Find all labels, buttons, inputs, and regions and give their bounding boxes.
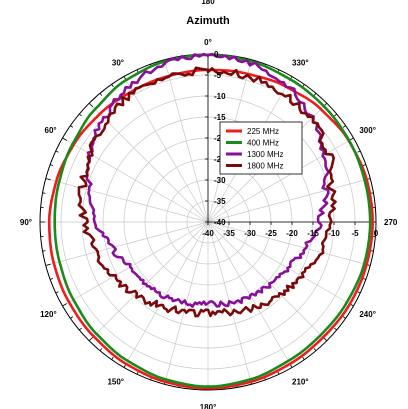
outer-tick	[99, 348, 103, 351]
series-group	[47, 52, 374, 390]
angle-label: 210°	[292, 377, 309, 386]
grid-spoke	[45, 178, 209, 223]
polar-grid	[39, 53, 377, 391]
legend: 225 MHz 400 MHz 1300 MHz 1800 MHz	[219, 121, 303, 175]
outer-tick	[62, 137, 68, 141]
radial-tick-label: -10	[328, 229, 340, 238]
legend-label: 400 MHz	[247, 139, 279, 148]
outer-tick	[302, 356, 305, 360]
outer-tick	[45, 178, 51, 181]
radial-tick-label: -30	[244, 229, 256, 238]
outer-tick	[45, 263, 51, 266]
legend-label: 1300 MHz	[247, 150, 283, 159]
outer-tick	[70, 316, 74, 319]
series-1800-mhz	[77, 66, 337, 318]
radial-tick-label: -30	[214, 176, 226, 185]
radial-tick-label: -40	[214, 218, 226, 227]
angle-label: 150°	[107, 377, 124, 386]
outer-tick	[42, 250, 46, 252]
angle-label: 90°	[20, 218, 32, 227]
grid-spoke	[164, 59, 209, 223]
radial-tick-label: -35	[223, 229, 235, 238]
outer-tick	[70, 125, 74, 128]
outer-tick	[342, 316, 346, 319]
outer-tick	[362, 278, 367, 280]
outer-tick	[334, 327, 337, 331]
radial-tick-label: -5	[351, 229, 359, 238]
grid-spoke	[45, 221, 209, 266]
outer-tick	[62, 303, 68, 307]
grid-spoke	[123, 221, 209, 368]
angle-label: 330°	[292, 59, 309, 68]
angle-label: 270	[384, 218, 398, 227]
grid-spoke	[207, 178, 371, 223]
radial-tick-label: 0	[214, 50, 219, 59]
outer-tick	[42, 192, 46, 194]
outer-tick	[357, 150, 361, 153]
outer-tick	[55, 150, 59, 153]
grid-spoke	[207, 221, 328, 342]
grid-spoke	[62, 137, 209, 223]
top-label: 180	[201, 0, 215, 6]
grid-spoke	[207, 221, 371, 266]
legend-label: 225 MHz	[247, 127, 279, 136]
angle-label: 30°	[112, 59, 124, 68]
outer-tick	[88, 102, 94, 108]
outer-tick	[55, 291, 59, 294]
outer-tick	[79, 327, 82, 331]
radial-tick-label: -10	[214, 92, 226, 101]
series-400-mhz	[53, 53, 372, 388]
radial-tick-label: -20	[286, 229, 298, 238]
radial-tick-label: -5	[214, 71, 222, 80]
outer-tick	[111, 84, 114, 88]
outer-tick	[49, 278, 54, 280]
outer-tick	[88, 336, 94, 342]
outer-tick	[357, 291, 361, 294]
legend-label: 1800 MHz	[247, 162, 283, 171]
grid-spoke	[88, 221, 209, 342]
radial-tick-label: -15	[307, 229, 319, 238]
outer-tick	[79, 113, 82, 117]
grid-spoke	[123, 76, 209, 223]
radial-tick-label: -40	[202, 229, 214, 238]
outer-tick	[362, 164, 367, 166]
chart-title: Azimuth	[186, 15, 230, 27]
outer-tick	[99, 93, 103, 96]
angle-label: 120°	[40, 310, 57, 319]
outer-tick	[313, 348, 317, 351]
outer-tick	[49, 164, 54, 166]
radial-tick-label: -15	[214, 113, 226, 122]
angle-label: 180°	[200, 403, 217, 409]
grid-spoke	[62, 221, 209, 307]
outer-tick	[342, 125, 346, 128]
grid-spoke	[207, 137, 354, 223]
radial-tick-label: -25	[265, 229, 277, 238]
radial-tick-label: -35	[214, 197, 226, 206]
angle-label: 300°	[359, 126, 376, 135]
angle-labels: 0° 330° 300° 270 240° 210° 180° 150° 120° 90° 60° 3…	[20, 38, 398, 409]
outer-tick	[313, 93, 317, 96]
grid-spoke	[207, 221, 354, 307]
outer-tick	[334, 113, 337, 117]
angle-label: 60°	[45, 126, 57, 135]
angle-label: 240°	[359, 310, 376, 319]
radial-tick-label: 0	[374, 229, 379, 238]
outer-tick	[111, 356, 114, 360]
angle-label: 0°	[204, 38, 212, 47]
